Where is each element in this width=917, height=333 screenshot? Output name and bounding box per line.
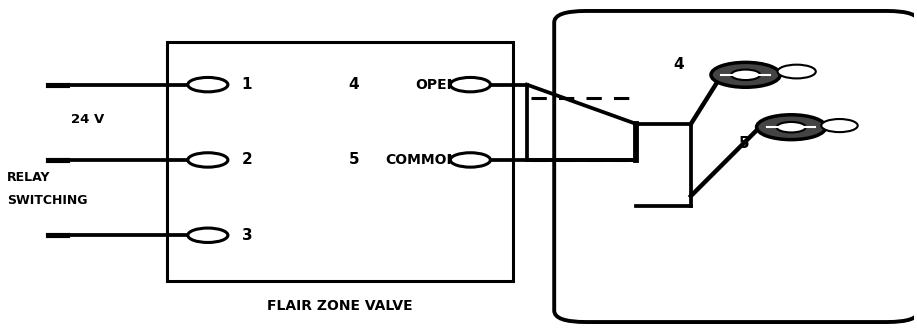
Text: 5: 5 <box>738 136 749 151</box>
Text: 3: 3 <box>241 228 252 243</box>
Text: 1: 1 <box>241 77 252 92</box>
Circle shape <box>731 70 760 80</box>
Text: 4: 4 <box>673 58 684 73</box>
Text: FLAIR ZONE VALVE: FLAIR ZONE VALVE <box>267 299 413 313</box>
Text: 2: 2 <box>241 153 252 167</box>
FancyBboxPatch shape <box>554 11 917 322</box>
Text: OPEN: OPEN <box>415 78 458 92</box>
Text: COMMON: COMMON <box>385 153 458 167</box>
Circle shape <box>450 78 491 92</box>
Text: SWITCHING: SWITCHING <box>7 194 88 207</box>
Bar <box>167 42 514 281</box>
Circle shape <box>757 115 826 140</box>
Circle shape <box>822 119 857 132</box>
Circle shape <box>188 153 228 167</box>
Circle shape <box>188 78 228 92</box>
Text: 24 V: 24 V <box>72 113 105 126</box>
Text: 5: 5 <box>348 153 359 167</box>
Circle shape <box>188 228 228 242</box>
Text: RELAY: RELAY <box>7 171 50 184</box>
Circle shape <box>450 153 491 167</box>
Circle shape <box>778 65 816 78</box>
Text: 4: 4 <box>348 77 359 92</box>
Circle shape <box>711 62 780 87</box>
Circle shape <box>777 122 806 133</box>
